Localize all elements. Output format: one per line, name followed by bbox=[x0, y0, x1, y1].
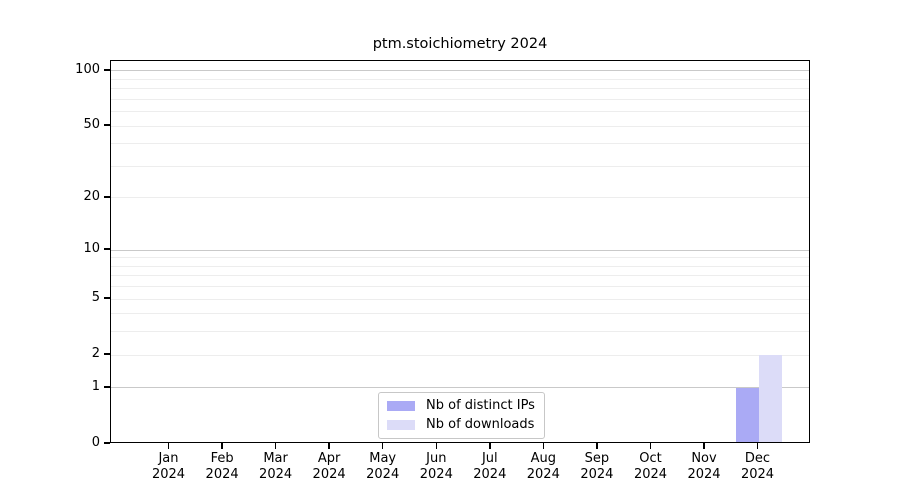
bar-nb-of-downloads bbox=[758, 355, 782, 443]
y-gridline-minor bbox=[111, 354, 809, 356]
x-tick-year: 2024 bbox=[473, 467, 507, 482]
x-tick-year: 2024 bbox=[259, 467, 293, 482]
x-tick-month: Jan bbox=[158, 451, 179, 466]
x-tick-label: Sep 2024 bbox=[565, 451, 629, 483]
y-tick-label: 2 bbox=[91, 346, 100, 362]
y-tick bbox=[104, 386, 110, 388]
y-tick-label: 100 bbox=[75, 61, 100, 77]
y-gridline-minor bbox=[111, 111, 809, 113]
x-tick bbox=[703, 443, 705, 449]
x-tick-label: Feb 2024 bbox=[190, 451, 254, 483]
x-tick-year: 2024 bbox=[151, 467, 186, 482]
x-tick-year: 2024 bbox=[526, 467, 560, 482]
x-tick-month: Dec bbox=[744, 451, 771, 466]
x-tick-month: Oct bbox=[639, 451, 662, 466]
legend: Nb of distinct IPs Nb of downloads bbox=[378, 392, 545, 439]
y-gridline-minor bbox=[111, 313, 809, 315]
x-tick bbox=[542, 443, 545, 449]
x-tick bbox=[381, 443, 384, 449]
x-tick-month: Jul bbox=[481, 451, 498, 466]
x-tick bbox=[756, 443, 759, 449]
y-tick-label: 10 bbox=[83, 241, 100, 257]
x-tick-label: Mar 2024 bbox=[244, 451, 308, 483]
x-tick-month: Nov bbox=[691, 451, 717, 466]
y-gridline-minor bbox=[111, 78, 809, 80]
y-tick-label: 20 bbox=[83, 188, 100, 204]
y-tick bbox=[104, 442, 110, 444]
x-tick bbox=[435, 443, 437, 449]
x-tick bbox=[167, 443, 170, 449]
y-tick bbox=[104, 248, 110, 250]
x-tick-month: Apr bbox=[317, 451, 341, 466]
legend-swatch-icon bbox=[387, 420, 415, 430]
x-tick-month: May bbox=[369, 451, 397, 466]
y-tick bbox=[104, 196, 110, 198]
y-gridline-minor bbox=[111, 257, 809, 259]
y-gridline-minor bbox=[111, 275, 809, 277]
y-gridline-major bbox=[111, 387, 809, 389]
chart-title: ptm.stoichiometry 2024 bbox=[372, 36, 548, 52]
x-tick-month: Jun bbox=[426, 451, 447, 466]
x-tick-label: Nov 2024 bbox=[672, 451, 736, 483]
x-tick-label: Aug 2024 bbox=[511, 451, 575, 483]
y-tick bbox=[104, 297, 110, 299]
y-gridline-minor bbox=[111, 197, 809, 199]
x-tick bbox=[596, 443, 598, 449]
x-tick-year: 2024 bbox=[633, 467, 668, 482]
bar-nb-of-distinct-ips bbox=[735, 387, 759, 443]
x-tick-label: Jul 2024 bbox=[458, 451, 522, 483]
legend-label: Nb of distinct IPs bbox=[426, 398, 535, 413]
x-tick-year: 2024 bbox=[580, 467, 614, 482]
x-tick-label: Jun 2024 bbox=[404, 451, 468, 483]
x-tick-month: Feb bbox=[210, 451, 234, 466]
x-tick-year: 2024 bbox=[366, 467, 400, 482]
y-tick-label: 1 bbox=[91, 378, 100, 394]
y-tick bbox=[104, 353, 110, 355]
x-tick-year: 2024 bbox=[312, 467, 346, 482]
plot-area bbox=[110, 60, 810, 443]
x-tick bbox=[274, 443, 277, 449]
y-gridline-minor bbox=[111, 125, 809, 127]
y-gridline-minor bbox=[111, 98, 809, 100]
y-gridline-minor bbox=[111, 165, 809, 167]
x-tick-month: Mar bbox=[263, 451, 288, 466]
y-gridline-minor bbox=[111, 143, 809, 145]
x-tick-label: Oct 2024 bbox=[619, 451, 683, 483]
legend-label: Nb of downloads bbox=[426, 417, 535, 432]
x-tick bbox=[649, 443, 652, 449]
x-tick-month: Sep bbox=[584, 451, 610, 466]
x-tick-year: 2024 bbox=[740, 467, 775, 482]
y-gridline-major bbox=[111, 249, 809, 251]
x-tick-year: 2024 bbox=[419, 467, 453, 482]
y-gridline-minor bbox=[111, 331, 809, 333]
y-gridline-minor bbox=[111, 265, 809, 267]
y-tick bbox=[104, 69, 110, 71]
y-gridline-minor bbox=[111, 286, 809, 288]
x-tick-year: 2024 bbox=[205, 467, 239, 482]
x-tick bbox=[489, 443, 491, 449]
x-tick-year: 2024 bbox=[687, 467, 721, 482]
y-gridline-major bbox=[111, 70, 809, 72]
x-tick-label: Dec 2024 bbox=[726, 451, 790, 483]
legend-swatch-icon bbox=[387, 401, 415, 411]
legend-item: Nb of distinct IPs bbox=[387, 398, 535, 414]
y-tick bbox=[104, 124, 110, 126]
x-tick bbox=[328, 443, 330, 449]
y-tick-label: 0 bbox=[91, 435, 100, 450]
x-tick bbox=[221, 443, 223, 449]
x-tick-label: Jan 2024 bbox=[137, 451, 201, 483]
x-tick-month: Aug bbox=[530, 451, 556, 466]
x-tick-label: Apr 2024 bbox=[297, 451, 361, 483]
y-tick-label: 5 bbox=[91, 290, 100, 306]
y-gridline-minor bbox=[111, 298, 809, 300]
legend-item: Nb of downloads bbox=[387, 417, 535, 433]
x-tick-label: May 2024 bbox=[351, 451, 415, 483]
y-gridline-minor bbox=[111, 88, 809, 90]
y-tick-label: 50 bbox=[83, 117, 100, 132]
